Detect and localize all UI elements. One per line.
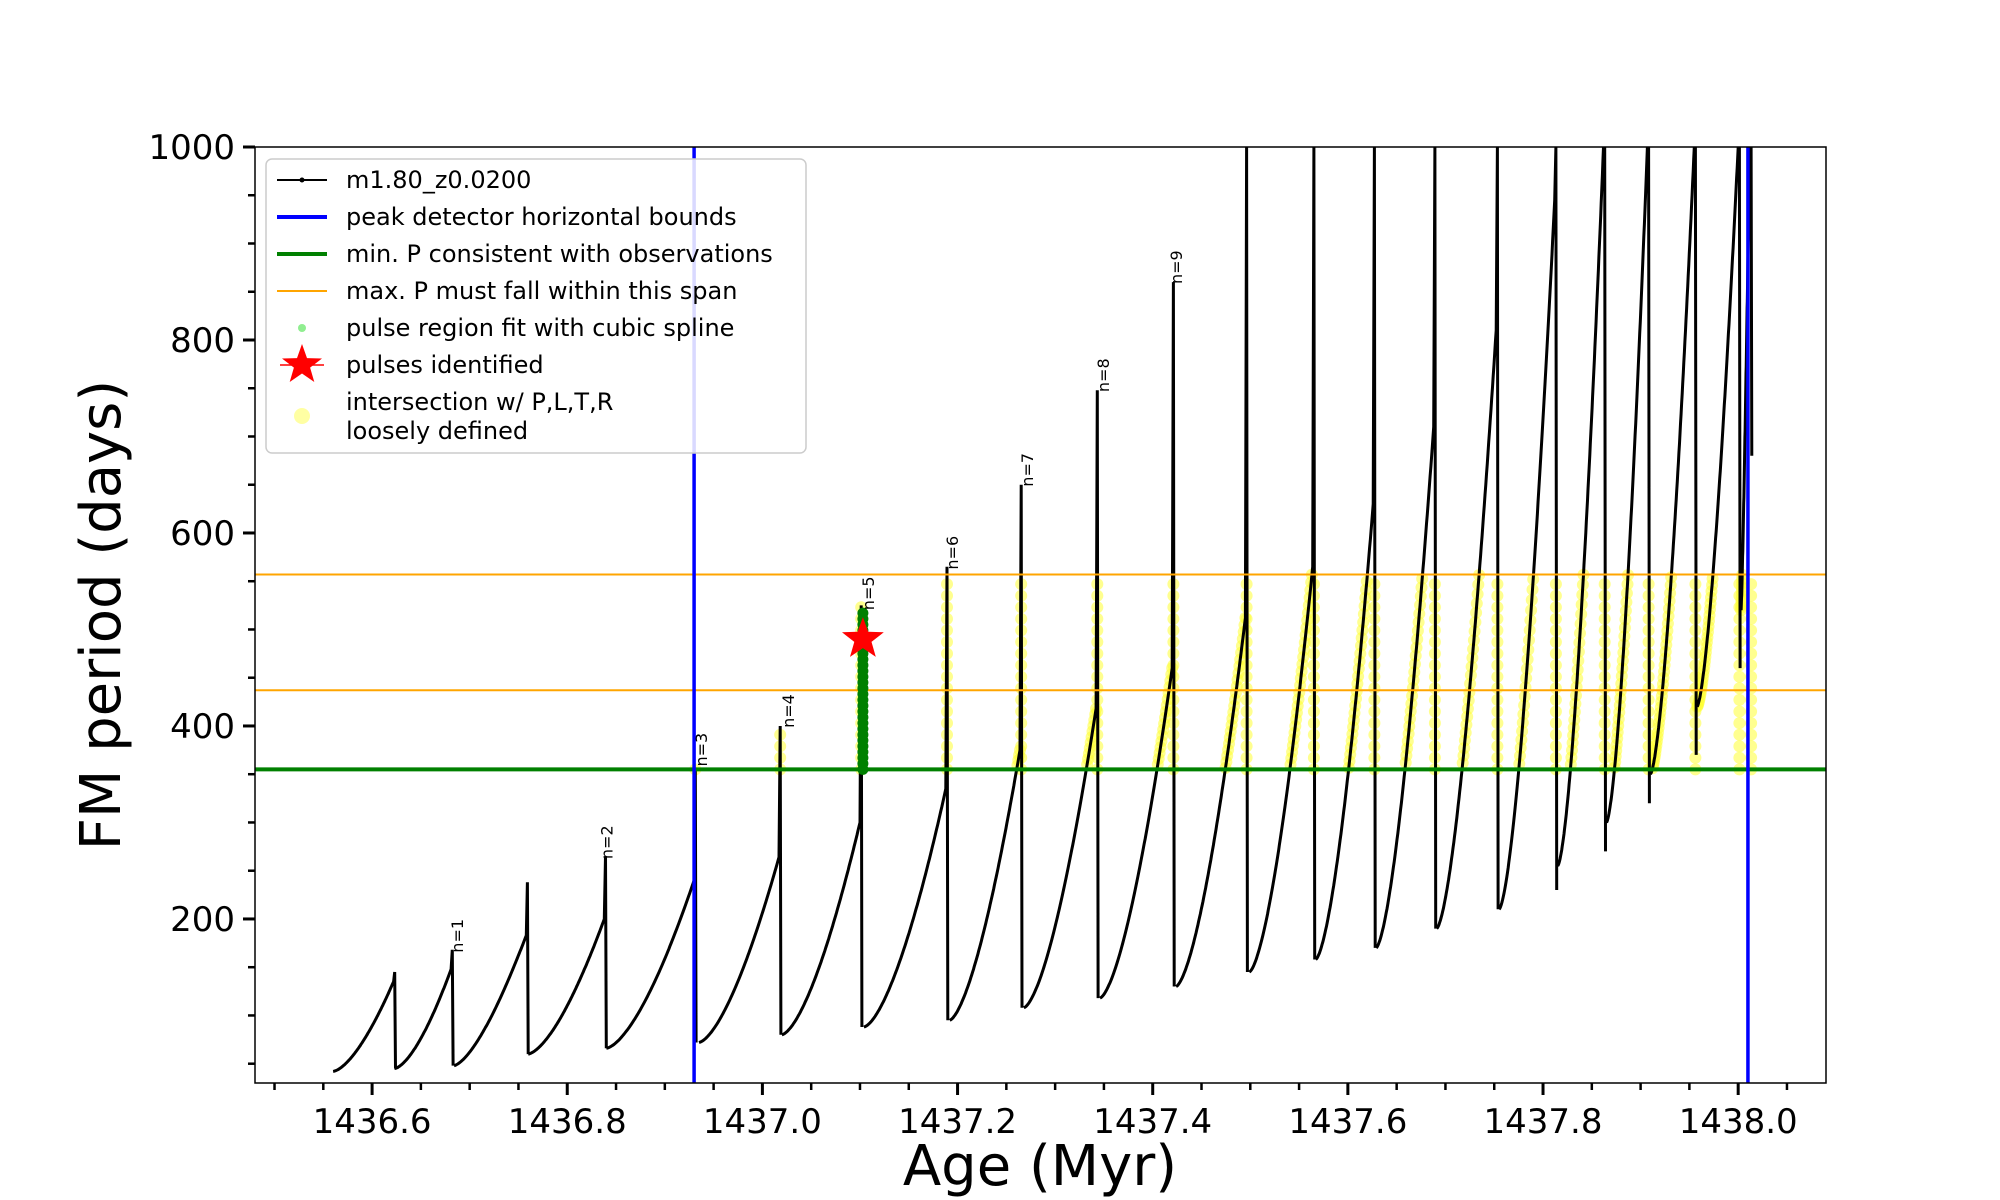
legend-entry: max. P must fall within this span [277, 277, 737, 305]
x-tick-label: 1436.6 [313, 1102, 432, 1142]
x-tick-label: 1437.0 [703, 1102, 822, 1142]
legend-label: min. P consistent with observations [346, 240, 773, 268]
x-tick-label: 1438.0 [1679, 1102, 1798, 1142]
legend-label: pulses identified [346, 351, 544, 379]
x-tick-label: 1437.8 [1484, 1102, 1603, 1142]
intersection-point [1733, 682, 1746, 695]
y-tick-label: 200 [170, 900, 235, 940]
pulse-label: n=7 [1018, 453, 1037, 487]
legend-label: peak detector horizontal bounds [346, 203, 737, 231]
legend-label: m1.80_z0.0200 [346, 166, 531, 194]
pulse-labels: n=1 n=2 n=3 n=4 n=5 n=6 n=7 n=8 n=9 [448, 250, 1186, 952]
plot-frame [254, 146, 1827, 1084]
intersection-point [1733, 670, 1746, 683]
intersection-point [1733, 751, 1746, 764]
legend-entry: peak detector horizontal bounds [277, 203, 737, 231]
y-axis-title: FM period (days) [69, 380, 134, 850]
y-tick-label: 600 [170, 514, 235, 554]
legend-label-line2: loosely defined [346, 417, 528, 445]
intersection-point [1733, 717, 1746, 730]
legend-label: pulse region fit with cubic spline [346, 314, 734, 342]
series-line [332, 147, 1754, 1073]
pulse-label: n=5 [859, 576, 878, 610]
legend-box [265, 158, 807, 454]
x-tick-label: 1436.8 [508, 1102, 627, 1142]
legend-swatch-dot [299, 177, 305, 183]
intersection-point [1733, 728, 1746, 741]
intersection-point [1689, 751, 1702, 764]
spline-point [857, 607, 869, 619]
legend-entry: min. P consistent with observations [277, 240, 773, 268]
pulse-label: n=1 [448, 919, 467, 953]
intersection-point [1733, 693, 1746, 706]
legend-label: max. P must fall within this span [346, 277, 737, 305]
pulse-label: n=6 [943, 536, 962, 570]
y-tick-label: 1000 [148, 128, 235, 168]
peak-detector-bounds [692, 147, 1750, 1083]
series-m1-80-z0-0200 [332, 147, 1754, 1073]
legend-swatch [298, 324, 306, 332]
y-tick-label: 400 [170, 707, 235, 747]
x-axis-title: Age (Myr) [903, 1134, 1177, 1199]
legend-entry: pulse region fit with cubic spline [298, 314, 734, 342]
plot-area [255, 147, 1826, 1083]
pulse-star [842, 617, 884, 657]
axes: 1436.6 1436.8 1437.0 1437.2 1437.4 1437.6 1437… [148, 128, 1797, 1142]
legend-label: intersection w/ P,L,T,R [346, 388, 613, 416]
pulses-identified [842, 617, 884, 657]
x-tick-label: 1437.6 [1288, 1102, 1407, 1142]
legend-swatch [294, 408, 310, 424]
x-tick-label: 1437.2 [898, 1102, 1017, 1142]
horizontal-lines [255, 573, 1826, 772]
pulse-label: n=4 [779, 694, 798, 728]
intersection-points [689, 568, 1758, 776]
pulse-label: n=2 [597, 825, 616, 859]
pulse-label: n=3 [692, 733, 711, 767]
intersection-point [1733, 740, 1746, 753]
pulse-label: n=9 [1167, 250, 1186, 284]
legend-entry: pulses identified [280, 344, 544, 382]
pulse-label: n=8 [1094, 358, 1113, 392]
legend-swatch [282, 344, 322, 382]
x-tick-label: 1437.4 [1093, 1102, 1212, 1142]
intersection-point [1733, 705, 1746, 718]
y-tick-label: 800 [170, 321, 235, 361]
legend-entry: m1.80_z0.0200 [277, 166, 531, 194]
